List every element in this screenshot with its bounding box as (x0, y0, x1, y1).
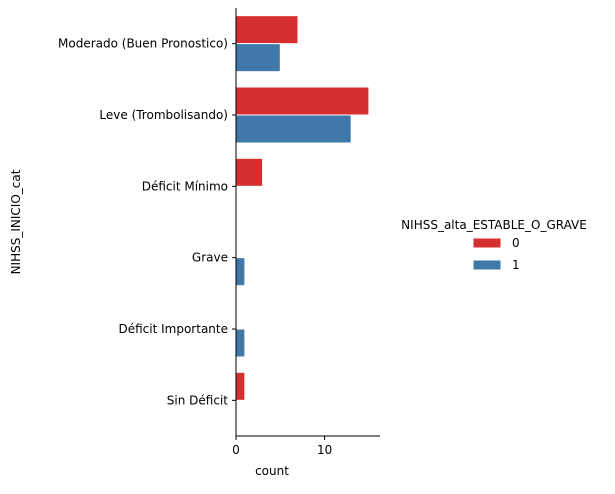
legend-label: 0 (512, 236, 520, 250)
x-tick-label: 10 (317, 443, 332, 457)
bar-s0-cat5 (235, 371, 246, 401)
bar-s1-cat4 (235, 328, 246, 358)
y-tick-label: Déficit Mínimo (142, 179, 228, 193)
legend-title: NIHSS_alta_ESTABLE_O_GRAVE (401, 218, 587, 232)
legend-swatch (472, 259, 502, 271)
bar-s1-cat3 (235, 257, 246, 287)
bar-s0-cat1 (235, 86, 370, 116)
y-tick-label: Déficit Importante (118, 322, 228, 336)
bar-s0-cat2 (235, 157, 264, 187)
x-tick-label: 0 (232, 443, 240, 457)
y-ticks: Moderado (Buen Pronostico) Leve (Tromboli… (58, 37, 236, 407)
legend: NIHSS_alta_ESTABLE_O_GRAVE 01 (401, 218, 587, 272)
y-axis-label: NIHSS_INICIO_cat (9, 169, 23, 274)
y-tick-label: Grave (192, 251, 228, 265)
bar-s0-cat0 (235, 15, 299, 45)
x-axis-label: count (255, 464, 289, 478)
bar-s1-cat1 (235, 114, 352, 144)
x-ticks: 0 10 (232, 436, 332, 457)
legend-swatch (472, 237, 502, 249)
legend-label: 1 (512, 258, 520, 272)
bars-layer (235, 15, 370, 401)
y-tick-label: Sin Déficit (167, 393, 228, 407)
bar-s1-cat0 (235, 43, 281, 73)
y-tick-label: Leve (Trombolisando) (99, 108, 228, 122)
y-tick-label: Moderado (Buen Pronostico) (58, 37, 228, 51)
legend-items: 01 (472, 236, 520, 272)
